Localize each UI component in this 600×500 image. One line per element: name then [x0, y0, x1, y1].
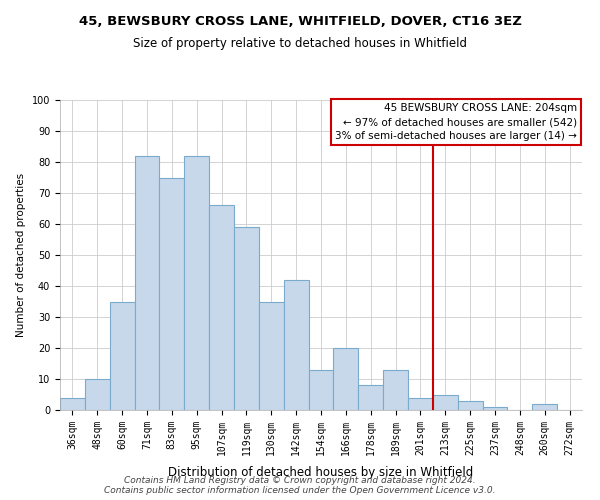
Bar	[85, 379, 110, 410]
Bar	[482, 407, 508, 410]
Bar	[532, 404, 557, 410]
X-axis label: Distribution of detached houses by size in Whitfield: Distribution of detached houses by size …	[169, 466, 473, 479]
Bar	[458, 400, 482, 410]
Bar	[408, 398, 433, 410]
Y-axis label: Number of detached properties: Number of detached properties	[16, 173, 26, 337]
Bar	[358, 385, 383, 410]
Bar	[259, 302, 284, 410]
Text: 45, BEWSBURY CROSS LANE, WHITFIELD, DOVER, CT16 3EZ: 45, BEWSBURY CROSS LANE, WHITFIELD, DOVE…	[79, 15, 521, 28]
Bar	[284, 280, 308, 410]
Bar	[334, 348, 358, 410]
Bar	[60, 398, 85, 410]
Bar	[184, 156, 209, 410]
Bar	[433, 394, 458, 410]
Bar	[234, 227, 259, 410]
Bar	[308, 370, 334, 410]
Bar	[160, 178, 184, 410]
Bar	[110, 302, 134, 410]
Bar	[209, 206, 234, 410]
Text: Contains HM Land Registry data © Crown copyright and database right 2024.
Contai: Contains HM Land Registry data © Crown c…	[104, 476, 496, 495]
Bar	[383, 370, 408, 410]
Text: Size of property relative to detached houses in Whitfield: Size of property relative to detached ho…	[133, 38, 467, 51]
Text: 45 BEWSBURY CROSS LANE: 204sqm
← 97% of detached houses are smaller (542)
3% of : 45 BEWSBURY CROSS LANE: 204sqm ← 97% of …	[335, 103, 577, 141]
Bar	[134, 156, 160, 410]
